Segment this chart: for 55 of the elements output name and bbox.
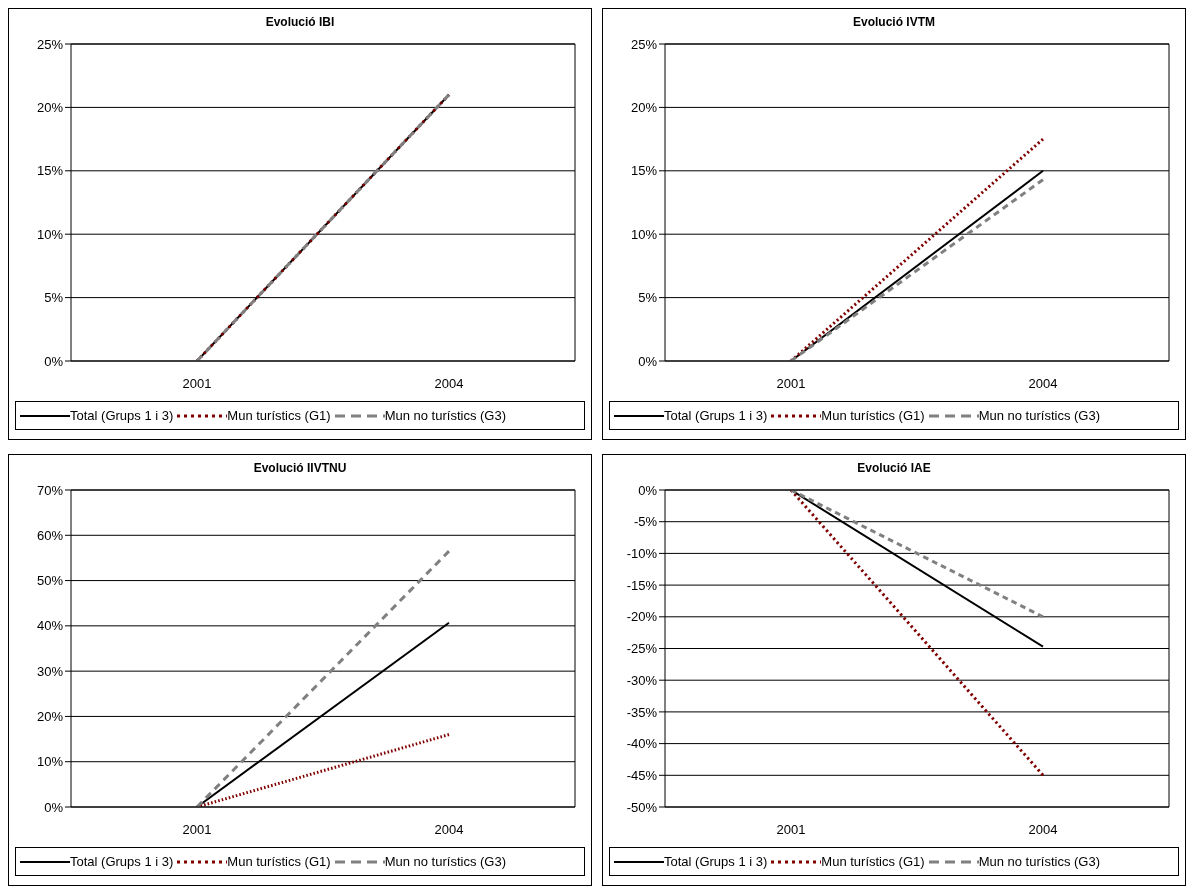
y-tick-label: 0% xyxy=(44,353,64,369)
y-tick-label: -15% xyxy=(626,577,658,593)
legend-label: Mun turístics (G1) xyxy=(821,854,925,869)
y-tick-label: 5% xyxy=(44,290,64,306)
y-tick-label: 10% xyxy=(36,754,64,770)
y-tick-label: -30% xyxy=(626,672,658,688)
chart-title: Evolució IVTM xyxy=(852,15,936,31)
legend-label: Total (Grups 1 i 3) xyxy=(664,854,768,869)
y-tick-label: 60% xyxy=(36,527,64,543)
legend-label: Mun turístics (G1) xyxy=(227,408,331,423)
x-tick-label: 2004 xyxy=(434,822,464,838)
y-tick-label: 30% xyxy=(36,663,64,679)
legend-label: Total (Grups 1 i 3) xyxy=(664,408,768,423)
legend-label: Mun no turístics (G3) xyxy=(978,408,1100,423)
x-tick-label: 2004 xyxy=(1028,822,1058,838)
x-tick-label: 2004 xyxy=(434,376,464,392)
y-tick-label: 10% xyxy=(630,226,658,242)
y-tick-label: 50% xyxy=(36,573,64,589)
legend-label: Total (Grups 1 i 3) xyxy=(70,408,174,423)
y-tick-label: 25% xyxy=(36,36,64,52)
y-tick-label: 70% xyxy=(36,482,64,498)
x-tick-label: 2001 xyxy=(776,822,806,838)
y-tick-label: 10% xyxy=(36,226,64,242)
x-tick-label: 2001 xyxy=(182,822,212,838)
chart-title: Evolució IAE xyxy=(856,461,932,477)
chart-title: Evolució IBI xyxy=(264,15,336,31)
x-tick-label: 2004 xyxy=(1028,376,1058,392)
y-tick-label: 20% xyxy=(630,100,658,116)
legend-label: Mun no turístics (G3) xyxy=(384,854,506,869)
y-tick-label: 20% xyxy=(36,709,64,725)
y-tick-label: 0% xyxy=(638,482,658,498)
y-tick-label: 20% xyxy=(36,100,64,116)
legend-label: Total (Grups 1 i 3) xyxy=(70,854,174,869)
chart-title: Evolució IIVTNU xyxy=(252,461,348,477)
y-tick-label: 0% xyxy=(638,353,658,369)
legend-label: Mun turístics (G1) xyxy=(227,854,331,869)
y-tick-label: 25% xyxy=(630,36,658,52)
y-tick-label: 15% xyxy=(36,163,64,179)
legend-label: Mun turístics (G1) xyxy=(821,408,925,423)
y-tick-label: -40% xyxy=(626,736,658,752)
legend-label: Mun no turístics (G3) xyxy=(978,854,1100,869)
x-tick-label: 2001 xyxy=(182,376,212,392)
y-tick-label: 5% xyxy=(638,290,658,306)
y-tick-label: 15% xyxy=(630,163,658,179)
y-tick-label: -5% xyxy=(633,514,658,530)
y-tick-label: -20% xyxy=(626,609,658,625)
y-tick-label: -50% xyxy=(626,799,658,815)
y-tick-label: -45% xyxy=(626,767,658,783)
y-tick-label: -10% xyxy=(626,546,658,562)
y-tick-label: -35% xyxy=(626,704,658,720)
y-tick-label: 40% xyxy=(36,618,64,634)
y-tick-label: 0% xyxy=(44,799,64,815)
legend-label: Mun no turístics (G3) xyxy=(384,408,506,423)
x-tick-label: 2001 xyxy=(776,376,806,392)
y-tick-label: -25% xyxy=(626,641,658,657)
